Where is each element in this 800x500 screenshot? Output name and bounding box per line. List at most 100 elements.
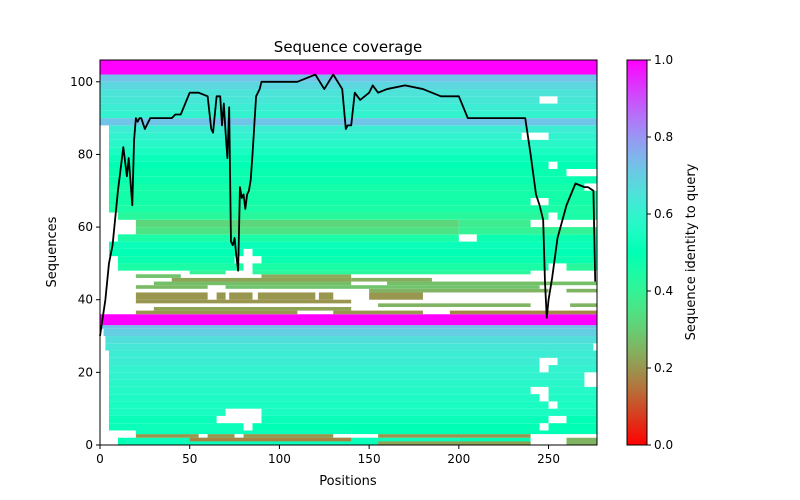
coverage-segment-4-3 [378, 434, 531, 438]
coverage-segment-28-1 [225, 285, 540, 289]
coverage-segment-5-0 [135, 430, 352, 435]
coverage-segment-34-0 [117, 256, 235, 264]
x-tick-label-100: 100 [268, 452, 291, 466]
colorbar-ticks: 0.0 0.2 0.4 0.6 0.8 1.0 [647, 53, 673, 452]
coverage-segment-25-0 [135, 299, 352, 304]
x-axis-label: Positions [319, 474, 377, 489]
coverage-segment-24-1 [570, 303, 597, 307]
colorbar-label: Sequence identity to query [684, 163, 699, 340]
x-axis-ticks: 0 50 100 150 200 250 [96, 445, 560, 466]
coverage-segment-22-0 [135, 310, 298, 315]
coverage-segment-29-0 [153, 281, 352, 286]
coverage-segment-21-0 [100, 314, 597, 326]
coverage-segment-45-0 [108, 176, 597, 184]
coverage-segment-7-2 [566, 415, 597, 424]
coverage-segment-60-0 [100, 60, 597, 75]
coverage-segment-1-0 [117, 437, 127, 445]
coverage-segment-4-2 [243, 434, 334, 438]
coverage-segment-56-1 [557, 96, 597, 104]
coverage-segment-47-0 [108, 161, 549, 169]
coverage-segment-20-0 [101, 325, 597, 329]
coverage-segment-10-1 [548, 394, 597, 402]
coverage-segment-27-0 [369, 288, 549, 293]
coverage-segment-37-0 [117, 234, 459, 242]
coverage-segment-2-0 [378, 441, 531, 445]
coverage-segment-48-0 [108, 154, 597, 162]
coverage-segment-44-0 [108, 183, 585, 191]
y-tick-label-80: 80 [78, 147, 93, 161]
x-tick-label-150: 150 [358, 452, 381, 466]
coverage-segment-26-0 [135, 292, 208, 300]
coverage-segment-27-1 [566, 288, 597, 293]
y-axis-ticks: 0 20 40 60 80 100 [70, 75, 100, 452]
coverage-segment-42-0 [108, 198, 531, 206]
coverage-segment-0-2 [566, 437, 597, 445]
coverage-segment-57-0 [100, 89, 597, 97]
coverage-segment-58-0 [100, 81, 597, 90]
coverage-segment-32-0 [189, 270, 226, 275]
coverage-segment-47-1 [557, 161, 597, 169]
coverage-segment-11-1 [548, 386, 597, 395]
y-tick-label-40: 40 [78, 293, 93, 307]
x-tick-label-50: 50 [182, 452, 197, 466]
y-tick-label-20: 20 [78, 365, 93, 379]
colorbar [626, 59, 648, 446]
coverage-line-layer [99, 73, 597, 337]
coverage-segment-50-0 [108, 139, 597, 148]
coverage-segment-22-1 [333, 310, 423, 315]
coverage-segment-26-5 [369, 292, 423, 300]
coverage-heatmap [100, 60, 597, 445]
x-tick-label-250: 250 [537, 452, 560, 466]
coverage-segment-24-0 [378, 303, 531, 307]
coverage-segment-37-1 [476, 234, 597, 242]
coverage-line [99, 73, 597, 337]
coverage-segment-22-2 [449, 310, 597, 315]
coverage-segment-28-0 [135, 285, 208, 289]
y-axis-label: Sequences [45, 216, 60, 287]
coverage-segment-39-0 [135, 219, 459, 228]
coverage-segment-16-0 [108, 350, 549, 358]
coverage-segment-4-1 [207, 434, 235, 438]
coverage-segment-33-2 [566, 263, 597, 271]
coverage-segment-52-0 [108, 125, 597, 133]
coverage-segment-30-0 [171, 277, 352, 282]
coverage-segment-14-0 [108, 365, 540, 373]
coverage-segment-26-3 [257, 292, 316, 300]
coverage-segment-17-0 [105, 343, 594, 351]
coverage-segment-30-1 [351, 277, 432, 282]
x-tick-label-0: 0 [96, 452, 104, 466]
x-tick-label-200: 200 [447, 452, 470, 466]
coverage-segment-18-0 [105, 336, 597, 344]
coverage-segment-36-0 [108, 241, 597, 249]
coverage-segment-9-1 [557, 401, 597, 409]
coverage-segment-19-0 [103, 328, 597, 337]
coverage-segment-15-0 [108, 357, 540, 366]
coverage-segment-35-1 [252, 248, 597, 257]
coverage-segment-49-0 [108, 147, 597, 155]
coverage-segment-11-0 [108, 386, 531, 395]
coverage-segment-26-1 [216, 292, 226, 300]
coverage-segment-16-1 [548, 350, 597, 358]
coverage-segment-26-2 [229, 292, 253, 300]
coverage-segment-40-0 [117, 212, 549, 220]
coverage-segment-32-1 [252, 270, 531, 275]
coverage-segment-26-4 [318, 292, 334, 300]
coverage-segment-31-1 [261, 274, 352, 278]
plot-frame [99, 59, 598, 446]
coverage-segment-35-0 [108, 248, 244, 257]
y-tick-label-60: 60 [78, 220, 93, 234]
colorbar-tick-label-0.0: 0.0 [654, 438, 673, 452]
coverage-segment-6-1 [252, 423, 540, 431]
coverage-segment-9-0 [108, 401, 549, 409]
coverage-segment-6-2 [548, 423, 597, 431]
coverage-segment-56-0 [100, 96, 540, 104]
colorbar-tick-label-0.8: 0.8 [654, 130, 673, 144]
chart-title: Sequence coverage [274, 38, 422, 56]
coverage-segment-41-0 [108, 205, 597, 213]
coverage-segment-40-1 [557, 212, 597, 220]
y-tick-label-100: 100 [70, 75, 93, 89]
coverage-segment-13-0 [108, 372, 585, 380]
coverage-segment-43-0 [108, 190, 597, 199]
coverage-segment-14-1 [548, 365, 597, 373]
